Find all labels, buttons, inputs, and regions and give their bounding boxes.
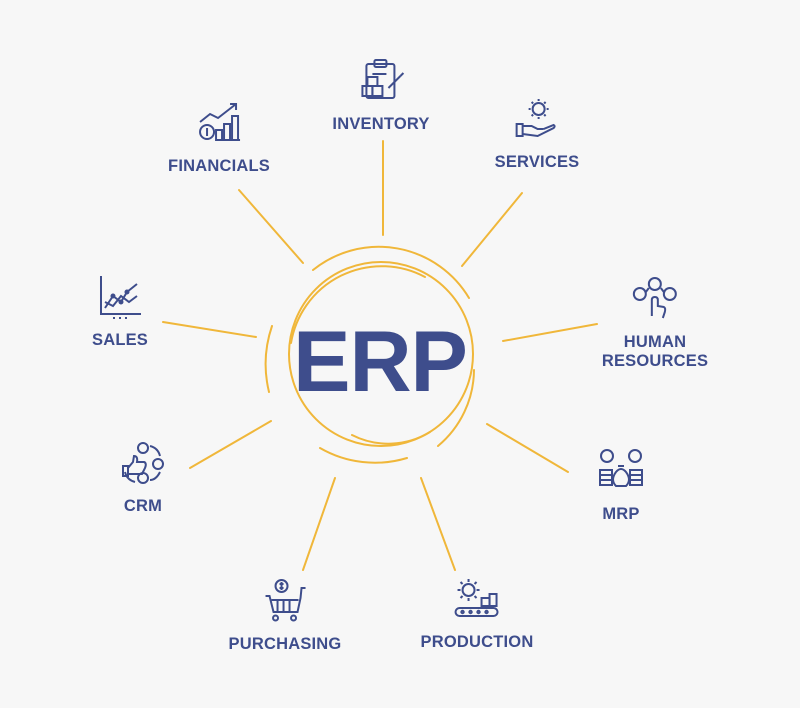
module-label-sales: SALES — [91, 331, 149, 349]
module-label-inventory: INVENTORY — [332, 115, 430, 133]
module-label-purchasing: PURCHASING — [228, 635, 342, 653]
module-label-production: PRODUCTION — [420, 633, 534, 651]
shopping-cart-dollar-icon — [229, 578, 342, 629]
thumbs-up-chat-icon — [120, 440, 166, 491]
module-crm: CRM — [120, 440, 166, 516]
ray-purchasing — [302, 477, 336, 571]
module-label-services: SERVICES — [494, 153, 580, 171]
center-arc — [264, 325, 273, 393]
line-chart-icon — [92, 274, 148, 325]
center-arc — [437, 369, 475, 447]
center-arc — [351, 431, 431, 445]
ray-crm — [189, 420, 272, 469]
module-label-mrp: MRP — [602, 505, 640, 523]
module-financials: FINANCIALS — [168, 100, 270, 176]
module-production: PRODUCTION — [421, 576, 534, 652]
center-arc — [290, 265, 426, 344]
module-inventory: INVENTORY — [332, 58, 429, 134]
module-sales: SALES — [92, 274, 148, 350]
ray-sales — [162, 321, 257, 338]
growth-coins-icon — [168, 100, 270, 151]
center-arc — [312, 245, 470, 299]
money-bag-coins-icon — [598, 448, 644, 499]
people-network-icon — [602, 276, 708, 327]
ray-mrp — [486, 423, 569, 473]
ray-financials — [238, 189, 304, 264]
hand-gear-icon — [495, 96, 580, 147]
module-human-resources: HUMAN RESOURCES — [602, 276, 708, 371]
erp-title: ERP — [293, 314, 468, 410]
center-circle — [288, 261, 474, 447]
ray-production — [420, 477, 456, 571]
module-mrp: MRP — [598, 448, 644, 524]
center-arc — [319, 447, 408, 464]
ray-human-resources — [502, 323, 598, 342]
module-label-human-resources: HUMAN RESOURCES — [601, 333, 709, 370]
clipboard-boxes-icon — [332, 58, 429, 109]
gear-conveyor-icon — [421, 576, 534, 627]
module-purchasing: PURCHASING — [229, 578, 342, 654]
ray-services — [461, 192, 523, 267]
module-label-financials: FINANCIALS — [168, 157, 270, 175]
module-services: SERVICES — [495, 96, 580, 172]
module-label-crm: CRM — [123, 497, 163, 515]
